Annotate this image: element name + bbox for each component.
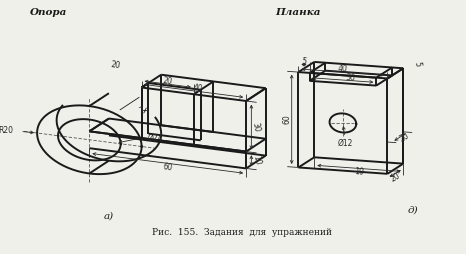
Text: 7: 7: [138, 105, 146, 116]
Text: 20: 20: [110, 60, 121, 70]
Text: 30: 30: [345, 73, 356, 83]
Text: 5: 5: [412, 61, 422, 67]
Text: R20: R20: [0, 126, 13, 135]
Text: 20: 20: [389, 171, 402, 184]
Text: 40: 40: [338, 64, 348, 74]
Text: Ø12: Ø12: [338, 138, 354, 147]
Text: Рис.  155.  Задания  для  упражнений: Рис. 155. Задания для упражнений: [151, 228, 331, 237]
Text: 5: 5: [301, 57, 307, 66]
Text: 60: 60: [162, 162, 173, 172]
Text: Ø24: Ø24: [147, 133, 163, 142]
Text: Планка: Планка: [275, 8, 321, 17]
Text: 30: 30: [251, 121, 261, 133]
Text: 20: 20: [398, 131, 411, 144]
Text: 40: 40: [192, 83, 203, 93]
Text: Опора: Опора: [30, 8, 67, 17]
Text: 10: 10: [354, 167, 364, 177]
Text: 10: 10: [251, 155, 261, 166]
Text: 20: 20: [162, 76, 173, 86]
Text: д): д): [407, 206, 418, 215]
Text: 60: 60: [282, 114, 291, 124]
Text: а): а): [104, 212, 114, 220]
